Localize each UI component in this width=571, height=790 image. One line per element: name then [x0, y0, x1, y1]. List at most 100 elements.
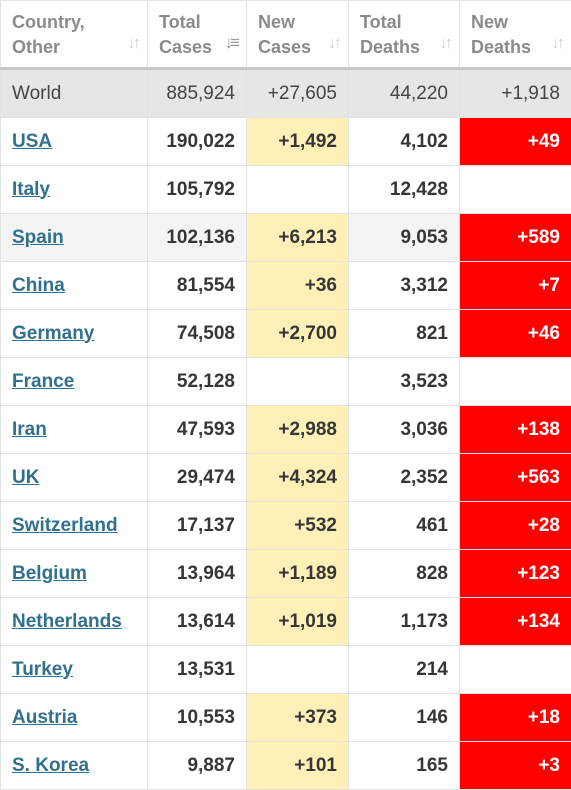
header-total-deaths-line2: Deaths [360, 37, 421, 57]
header-new-deaths[interactable]: New Deaths ↓↑ [459, 0, 571, 70]
country-cell: Belgium [0, 549, 148, 598]
country-link[interactable]: China [12, 274, 65, 296]
new-deaths-cell [459, 645, 571, 694]
total-deaths-cell: 2,352 [348, 453, 460, 502]
header-country-line2: Other [12, 37, 61, 57]
new-cases-cell: +1,189 [246, 549, 349, 598]
new-cases-cell: +532 [246, 501, 349, 550]
country-link[interactable]: S. Korea [12, 754, 90, 776]
total-deaths-cell: 821 [348, 309, 460, 358]
new-cases-cell: +101 [246, 741, 349, 790]
country-link[interactable]: USA [12, 130, 53, 152]
total-deaths-cell: 165 [348, 741, 460, 790]
sort-arrows-icon[interactable]: ↓↑ [127, 33, 141, 52]
header-row: Country, Other ↓↑ Total Cases ↓≡ New Cas… [0, 0, 571, 70]
table-row: Belgium 13,964 +1,189 828 +123 [0, 549, 571, 598]
country-cell: Netherlands [0, 597, 148, 646]
table-row: Italy 105,792 12,428 [0, 165, 571, 214]
country-cell: UK [0, 453, 148, 502]
table-row: Netherlands 13,614 +1,019 1,173 +134 [0, 597, 571, 646]
world-new-deaths-cell: +1,918 [459, 68, 571, 118]
header-country-line1: Country, [12, 12, 85, 32]
new-cases-cell: +1,492 [246, 117, 349, 166]
country-link[interactable]: Spain [12, 226, 64, 248]
new-deaths-cell: +138 [459, 405, 571, 454]
total-cases-cell: 102,136 [147, 213, 247, 262]
country-link[interactable]: Belgium [12, 562, 87, 584]
country-link[interactable]: Switzerland [12, 514, 118, 536]
country-cell: China [0, 261, 148, 310]
total-cases-cell: 81,554 [147, 261, 247, 310]
world-new-cases-cell: +27,605 [246, 68, 349, 118]
sort-arrows-icon[interactable]: ↓↑ [328, 33, 342, 52]
header-total-cases-line1: Total [159, 12, 201, 32]
world-total-row: World 885,924 +27,605 44,220 +1,918 [0, 68, 571, 118]
header-total-deaths-line1: Total [360, 12, 402, 32]
header-total-cases[interactable]: Total Cases ↓≡ [147, 0, 247, 70]
country-link[interactable]: Iran [12, 418, 47, 440]
header-total-deaths[interactable]: Total Deaths ↓↑ [348, 0, 460, 70]
total-cases-cell: 13,614 [147, 597, 247, 646]
total-deaths-cell: 828 [348, 549, 460, 598]
total-cases-cell: 13,531 [147, 645, 247, 694]
new-deaths-cell: +563 [459, 453, 571, 502]
table-row: China 81,554 +36 3,312 +7 [0, 261, 571, 310]
new-deaths-cell: +7 [459, 261, 571, 310]
header-new-cases-line2: Cases [258, 37, 312, 57]
new-deaths-cell: +589 [459, 213, 571, 262]
new-cases-cell: +6,213 [246, 213, 349, 262]
country-cell: Italy [0, 165, 148, 214]
new-deaths-cell [459, 165, 571, 214]
table-row: Germany 74,508 +2,700 821 +46 [0, 309, 571, 358]
new-deaths-cell: +18 [459, 693, 571, 742]
new-deaths-cell: +3 [459, 741, 571, 790]
total-deaths-cell: 3,312 [348, 261, 460, 310]
total-deaths-cell: 9,053 [348, 213, 460, 262]
new-cases-cell [246, 165, 349, 214]
country-link[interactable]: Turkey [12, 658, 73, 680]
table-row: Turkey 13,531 214 [0, 645, 571, 694]
table-row: France 52,128 3,523 [0, 357, 571, 406]
total-cases-cell: 190,022 [147, 117, 247, 166]
total-cases-cell: 47,593 [147, 405, 247, 454]
world-total-deaths-cell: 44,220 [348, 68, 460, 118]
sort-arrows-icon[interactable]: ↓↑ [551, 33, 565, 52]
sort-arrows-icon[interactable]: ↓↑ [439, 33, 453, 52]
new-cases-cell: +2,700 [246, 309, 349, 358]
new-cases-cell [246, 357, 349, 406]
new-cases-cell: +36 [246, 261, 349, 310]
world-country-cell: World [0, 68, 148, 118]
country-link[interactable]: Italy [12, 178, 51, 200]
header-country[interactable]: Country, Other ↓↑ [0, 0, 148, 70]
header-new-cases[interactable]: New Cases ↓↑ [246, 0, 349, 70]
country-cell: Turkey [0, 645, 148, 694]
country-cell: Switzerland [0, 501, 148, 550]
total-cases-cell: 9,887 [147, 741, 247, 790]
total-deaths-cell: 146 [348, 693, 460, 742]
new-cases-cell: +1,019 [246, 597, 349, 646]
country-link[interactable]: Netherlands [12, 610, 122, 632]
new-cases-cell: +4,324 [246, 453, 349, 502]
country-cell: France [0, 357, 148, 406]
total-cases-cell: 74,508 [147, 309, 247, 358]
total-deaths-cell: 214 [348, 645, 460, 694]
header-total-cases-line2: Cases [159, 37, 213, 57]
country-cell: Austria [0, 693, 148, 742]
country-cell: Spain [0, 213, 148, 262]
new-deaths-cell: +123 [459, 549, 571, 598]
country-link[interactable]: France [12, 370, 75, 392]
total-cases-cell: 17,137 [147, 501, 247, 550]
country-cell: S. Korea [0, 741, 148, 790]
sort-descending-icon[interactable]: ↓≡ [224, 33, 241, 52]
country-link[interactable]: UK [12, 466, 40, 488]
table-row: Switzerland 17,137 +532 461 +28 [0, 501, 571, 550]
table-row: Austria 10,553 +373 146 +18 [0, 693, 571, 742]
country-link[interactable]: Germany [12, 322, 95, 344]
new-cases-cell [246, 645, 349, 694]
total-deaths-cell: 461 [348, 501, 460, 550]
header-new-deaths-line1: New [471, 12, 509, 32]
table-row: S. Korea 9,887 +101 165 +3 [0, 741, 571, 790]
country-link[interactable]: Austria [12, 706, 78, 728]
new-cases-cell: +373 [246, 693, 349, 742]
